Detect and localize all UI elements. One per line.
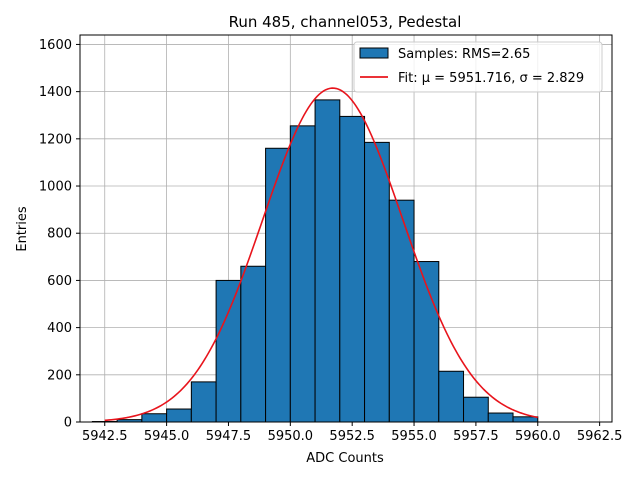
x-tick-label: 5957.5 — [453, 429, 499, 444]
histogram-bar — [339, 115, 366, 423]
y-tick-label: 0 — [64, 416, 72, 431]
y-tick-label: 200 — [47, 368, 72, 383]
histogram-bars — [91, 99, 539, 423]
histogram-bar — [190, 381, 217, 423]
histogram-bar — [166, 408, 192, 423]
histogram-bar — [215, 279, 242, 423]
legend-samples-label: Samples: RMS=2.65 — [398, 47, 530, 62]
x-tick-label: 5947.5 — [206, 429, 252, 444]
fit-curve — [104, 87, 538, 422]
y-axis-label: Entries — [15, 206, 30, 252]
histogram-bar — [289, 125, 316, 423]
x-tick-label: 5950.0 — [268, 429, 314, 444]
y-tick-label: 1600 — [39, 38, 72, 53]
y-tick-label: 400 — [47, 321, 72, 336]
legend-histogram-swatch — [359, 47, 389, 59]
x-tick-label: 5945.0 — [144, 429, 190, 444]
legend-box — [353, 41, 603, 93]
x-tick-label: 5942.5 — [82, 429, 128, 444]
x-axis-label: ADC Counts — [306, 451, 384, 466]
chart-title: Run 485, channel053, Pedestal — [229, 13, 462, 31]
histogram-bar — [265, 147, 291, 423]
histogram-bar — [314, 99, 341, 423]
x-axis-ticks: 5942.5 5945.0 5947.5 5950.0 5952.5 5955.0 5957… — [82, 422, 622, 444]
y-tick-label: 600 — [47, 274, 72, 289]
y-axis-ticks: 0 200 400 600 800 1000 1200 1400 1600 — [39, 38, 80, 431]
plot-frame — [79, 34, 613, 423]
legend-fit-label: Fit: μ = 5951.716, σ = 2.829 — [398, 71, 584, 86]
legend: Samples: RMS=2.65 Fit: μ = 5951.716, σ =… — [353, 41, 603, 93]
y-tick-label: 1400 — [39, 85, 72, 100]
x-tick-label: 5962.5 — [577, 429, 623, 444]
histogram-bar — [487, 412, 514, 423]
histogram-bar — [463, 396, 489, 423]
y-tick-label: 1200 — [39, 132, 72, 147]
y-tick-label: 1000 — [39, 180, 72, 195]
y-tick-label: 800 — [47, 227, 72, 242]
histogram-bar — [364, 141, 390, 423]
histogram-bar — [413, 261, 440, 423]
x-tick-label: 5955.0 — [391, 429, 437, 444]
histogram-bar — [512, 416, 539, 423]
x-tick-label: 5960.0 — [515, 429, 561, 444]
histogram-bar — [240, 265, 267, 423]
histogram-bar — [438, 370, 465, 423]
histogram-bar — [141, 413, 168, 423]
histogram-bar — [388, 199, 415, 423]
x-tick-label: 5952.5 — [329, 429, 375, 444]
fit-curve-layer — [104, 87, 538, 422]
